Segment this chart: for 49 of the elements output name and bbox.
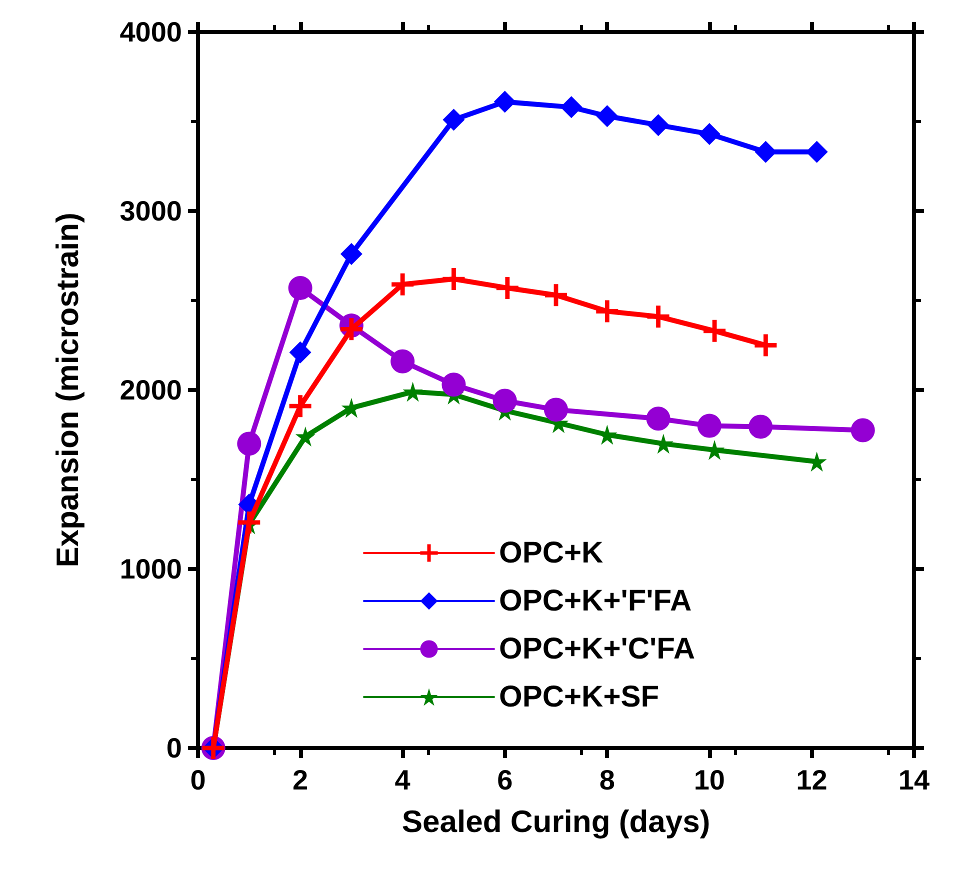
y-tick-label: 3000 (120, 196, 182, 226)
point (850, 418, 875, 442)
point (289, 395, 312, 418)
x-tick-label: 4 (394, 764, 411, 796)
x-tick-label: 2 (292, 764, 308, 796)
x-tick-label: 8 (599, 764, 615, 796)
point (402, 382, 423, 402)
point (340, 242, 362, 265)
point (289, 341, 312, 364)
point (494, 90, 516, 113)
point (596, 105, 618, 128)
point (646, 406, 670, 431)
point (492, 388, 517, 413)
point (442, 372, 466, 397)
point (288, 276, 312, 300)
legend-label: OPC+K+'C'FA (499, 632, 695, 666)
point (295, 426, 316, 447)
point (560, 96, 582, 118)
point (392, 273, 414, 296)
y-tick-label: 0 (166, 732, 182, 764)
point (647, 306, 670, 328)
x-tick-label: 10 (694, 764, 726, 796)
point (596, 300, 618, 322)
point (698, 123, 720, 146)
point (496, 276, 518, 299)
point (647, 114, 670, 136)
legend-label: OPC+K+'F'FA (499, 584, 692, 618)
x-axis-title: Sealed Curing (days) (402, 804, 710, 839)
point (697, 414, 722, 438)
y-tick-label: 2000 (120, 374, 182, 406)
point (340, 318, 362, 340)
x-tick-label: 12 (796, 764, 828, 796)
y-axis-title: Expansion (microstrain) (50, 212, 85, 568)
y-tick-label: 1000 (120, 554, 182, 584)
x-tick-label: 14 (898, 764, 930, 796)
y-tick-label: 4000 (120, 16, 182, 48)
legend-label: OPC+K (499, 536, 604, 570)
point (545, 284, 567, 306)
point (237, 432, 262, 456)
point (390, 349, 415, 374)
point (442, 268, 465, 290)
legend-label: OPC+K+SF (499, 680, 660, 714)
point (544, 398, 568, 422)
point (442, 108, 465, 131)
x-tick-label: 6 (497, 764, 513, 796)
point (704, 320, 726, 342)
point (748, 414, 773, 439)
point (754, 334, 777, 356)
x-tick-label: 0 (190, 764, 206, 796)
